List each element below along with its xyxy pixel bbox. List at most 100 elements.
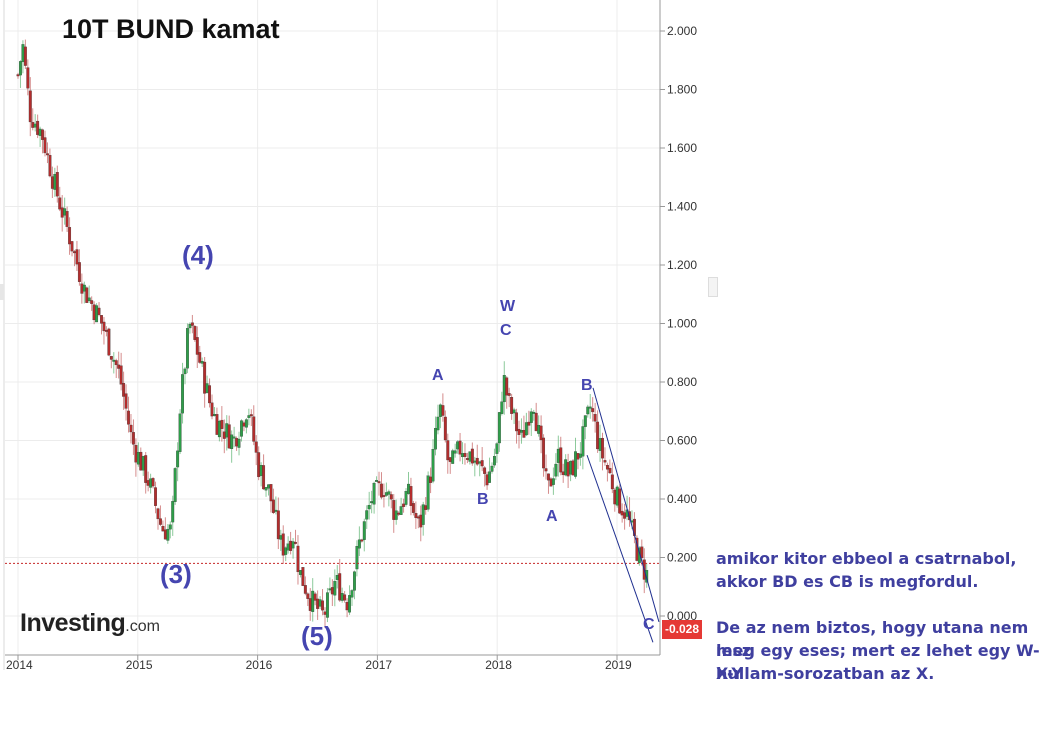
- candle-body: [345, 602, 349, 611]
- candle-body: [468, 451, 472, 462]
- y-tick-label: 0.600: [667, 434, 697, 448]
- candle-body: [188, 323, 192, 329]
- candle-body: [375, 480, 379, 482]
- candle-body: [441, 405, 445, 416]
- candle-body: [566, 462, 570, 477]
- axis-layer: 0.000 0.200 0.400 0.600 0.800 1.000 1.200 1.400…: [3, 0, 697, 672]
- last-price-badge: -0.028: [662, 620, 702, 639]
- candle-body: [87, 297, 91, 301]
- candle-body: [328, 588, 332, 591]
- candle-body: [267, 484, 270, 489]
- candle-body: [488, 471, 491, 483]
- candle-body: [230, 434, 234, 450]
- candle-body: [92, 304, 96, 321]
- candle-body: [601, 437, 604, 459]
- candle-body: [448, 457, 452, 462]
- candle-body: [333, 581, 337, 596]
- candle-body: [254, 441, 258, 453]
- candle-body: [75, 249, 79, 265]
- candle-body: [574, 451, 577, 477]
- candle-body: [534, 412, 538, 432]
- candle-body: [478, 461, 482, 464]
- candle-layer: [16, 39, 649, 629]
- candle-body: [171, 501, 175, 523]
- candle-body: [615, 486, 619, 506]
- note-line-1: amikor kitor ebbeol a csatrnabol,: [716, 549, 1017, 568]
- candle-body: [490, 465, 494, 472]
- candle-body: [134, 445, 138, 463]
- investing-logo: Investing.com: [20, 609, 160, 638]
- candle-body: [325, 592, 329, 618]
- candle-body: [475, 457, 479, 465]
- candle-body: [166, 528, 170, 541]
- candle-body: [429, 476, 433, 483]
- candle-body: [407, 483, 410, 494]
- candle-body: [53, 174, 57, 190]
- candle-body: [556, 448, 560, 463]
- candle-body: [492, 456, 496, 466]
- candle-body: [465, 458, 469, 460]
- y-tick-label: 0.200: [667, 551, 697, 565]
- candle-body: [249, 414, 253, 417]
- chart-title: 10T BUND kamat: [62, 14, 280, 44]
- y-tick-label: 1.600: [667, 141, 697, 155]
- candle-body: [139, 451, 143, 471]
- candle-body: [154, 487, 157, 506]
- candle-body: [23, 46, 27, 66]
- candle-body: [205, 383, 209, 393]
- candle-body: [141, 456, 145, 471]
- candle-body: [544, 468, 548, 472]
- candle-body: [178, 413, 182, 452]
- candle-body: [461, 453, 464, 458]
- overlay-layer: [5, 387, 660, 643]
- candle-body: [215, 414, 219, 435]
- candle-body: [136, 452, 140, 465]
- candle-body: [318, 599, 322, 607]
- candle-body: [389, 494, 393, 500]
- candle-body: [593, 414, 597, 422]
- candle-body: [303, 585, 307, 594]
- candle-body: [244, 419, 248, 428]
- candle-body: [539, 425, 543, 441]
- y-tick-label: 2.000: [667, 24, 697, 38]
- candle-body: [257, 452, 261, 478]
- candle-body: [343, 594, 347, 601]
- note-line-4: De az nem biztos, hogy utana nem lesz: [716, 618, 1029, 660]
- wave-label: C: [500, 322, 512, 339]
- candle-body: [210, 402, 214, 417]
- scroll-handle-left[interactable]: [0, 284, 4, 300]
- candle-body: [41, 129, 45, 140]
- wave-label: (5): [301, 621, 333, 651]
- wave-label: (3): [160, 559, 192, 589]
- scroll-handle-right[interactable]: [708, 277, 718, 297]
- y-tick-label: 1.800: [667, 83, 697, 97]
- candle-body: [365, 510, 369, 520]
- candle-body: [426, 475, 430, 510]
- candle-body: [149, 478, 153, 488]
- candle-body: [495, 443, 499, 454]
- candle-body: [117, 364, 121, 369]
- candle-body: [124, 393, 128, 409]
- candle-body: [262, 465, 266, 490]
- candle-body: [114, 360, 118, 366]
- note-line-2: akkor BD es CB is megfordul.: [716, 572, 979, 591]
- candle-body: [21, 44, 25, 63]
- candle-body: [353, 571, 356, 591]
- y-tick-label: 0.000: [667, 609, 697, 623]
- candle-body: [43, 137, 47, 154]
- candle-body: [421, 504, 425, 525]
- candle-body: [107, 328, 111, 356]
- candle-body: [497, 412, 501, 444]
- candle-body: [48, 155, 52, 177]
- candle-body: [203, 361, 207, 394]
- candle-body: [237, 438, 241, 448]
- candle-body: [500, 401, 504, 414]
- candle-body: [330, 587, 334, 595]
- candle-body: [517, 428, 521, 435]
- candle-body: [252, 416, 256, 442]
- note-line-6: hullam-sorozatban az X.: [716, 664, 935, 683]
- candle-body: [392, 500, 396, 520]
- candle-body: [82, 284, 86, 292]
- candle-body: [242, 422, 246, 427]
